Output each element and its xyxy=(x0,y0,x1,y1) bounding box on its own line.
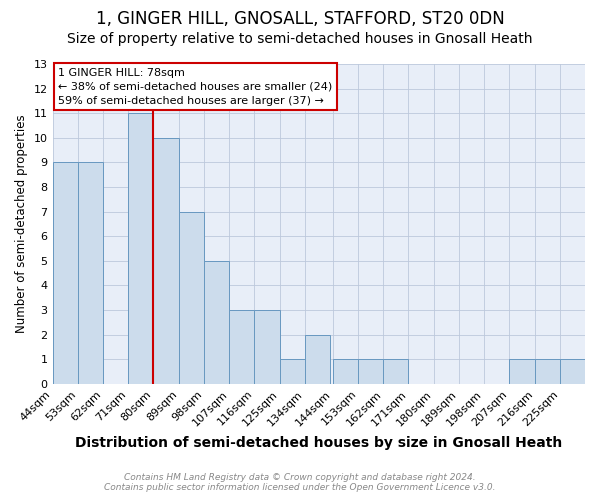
Bar xyxy=(280,360,305,384)
Text: Size of property relative to semi-detached houses in Gnosall Heath: Size of property relative to semi-detach… xyxy=(67,32,533,46)
Bar xyxy=(358,360,383,384)
Text: 1, GINGER HILL, GNOSALL, STAFFORD, ST20 0DN: 1, GINGER HILL, GNOSALL, STAFFORD, ST20 … xyxy=(95,10,505,28)
Bar xyxy=(229,310,254,384)
Bar xyxy=(128,113,154,384)
Bar xyxy=(204,261,229,384)
Bar xyxy=(383,360,409,384)
Bar xyxy=(560,360,585,384)
Bar xyxy=(53,162,78,384)
Bar xyxy=(78,162,103,384)
Bar xyxy=(179,212,204,384)
Y-axis label: Number of semi-detached properties: Number of semi-detached properties xyxy=(15,114,28,334)
X-axis label: Distribution of semi-detached houses by size in Gnosall Heath: Distribution of semi-detached houses by … xyxy=(75,436,562,450)
Bar xyxy=(535,360,560,384)
Bar xyxy=(333,360,358,384)
Text: Contains HM Land Registry data © Crown copyright and database right 2024.
Contai: Contains HM Land Registry data © Crown c… xyxy=(104,473,496,492)
Bar xyxy=(509,360,535,384)
Text: 1 GINGER HILL: 78sqm
← 38% of semi-detached houses are smaller (24)
59% of semi-: 1 GINGER HILL: 78sqm ← 38% of semi-detac… xyxy=(58,68,332,106)
Bar xyxy=(254,310,280,384)
Bar xyxy=(154,138,179,384)
Bar xyxy=(305,334,330,384)
